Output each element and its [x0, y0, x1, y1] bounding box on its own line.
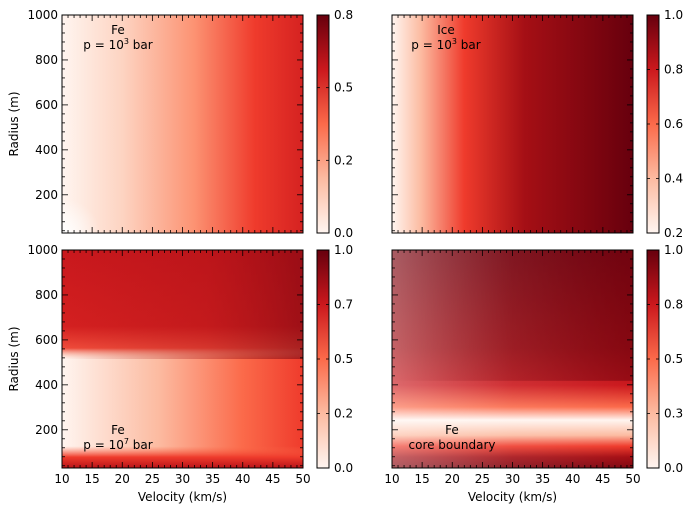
colorbar-tick-label: 0.4	[664, 172, 683, 186]
heatmap-field	[392, 15, 633, 233]
x-tick-label: 50	[625, 472, 640, 486]
annotation-condition: p = 103 bar	[411, 37, 480, 52]
x-tick-label: 25	[145, 472, 160, 486]
colorbar-tick-label: 1.0	[664, 243, 683, 257]
x-tick-label: 35	[535, 472, 550, 486]
colorbar-tick-label: 0.0	[334, 226, 353, 240]
x-tick-label: 35	[205, 472, 220, 486]
annotation-unit: bar	[457, 38, 481, 52]
colorbar-tick-label: 0.5	[334, 352, 353, 366]
x-tick-label: 50	[295, 472, 310, 486]
x-tick-label: 40	[565, 472, 580, 486]
annotation-pressure-text: p = 10	[83, 438, 124, 452]
colorbar	[316, 14, 330, 234]
colorbar-tick-label: 0.0	[664, 461, 683, 475]
heatmap-dark-shade	[392, 250, 633, 381]
x-tick-label: 20	[115, 472, 130, 486]
y-tick-label: 800	[35, 288, 58, 302]
annotation-pressure-text: p = 10	[83, 38, 124, 52]
y-tick-label: 400	[35, 378, 58, 392]
annotation-exponent: 3	[124, 37, 129, 46]
panel-1: 200 400 600 800 1000 Radius (m) Fep = 103 bar 0…	[7, 8, 353, 240]
annotation-condition: p = 103 bar	[83, 37, 152, 52]
annotation-material: Fe	[445, 423, 459, 437]
colorbar-tick-label: 1.0	[664, 8, 683, 22]
annotation-condition: core boundary	[409, 438, 496, 452]
annotation-material: Fe	[111, 423, 125, 437]
x-tick-label: 15	[414, 472, 429, 486]
y-axis-label: Radius (m)	[7, 91, 21, 156]
colorbar-tick-label: 0.2	[664, 226, 683, 240]
panel-4: 10 15 20 25 30 35 40 45 50 Velocity (km/s) Fecore …	[384, 243, 683, 504]
x-tick-label: 15	[84, 472, 99, 486]
x-tick-label: 30	[505, 472, 520, 486]
y-tick-label: 200	[35, 423, 58, 437]
annotation-material: Fe	[111, 23, 125, 37]
colorbar-tick-label: 0.8	[334, 8, 353, 22]
x-tick-label: 10	[384, 472, 399, 486]
x-axis-label: Velocity (km/s)	[138, 490, 227, 504]
x-tick-label: 25	[475, 472, 490, 486]
x-tick-label: 40	[235, 472, 250, 486]
colorbar-tick-label: 0.6	[664, 117, 683, 131]
annotation-exponent: 7	[124, 437, 129, 446]
x-tick-label: 45	[265, 472, 280, 486]
annotation-condition: p = 107 bar	[83, 437, 152, 452]
colorbar-tick-label: 0.0	[334, 461, 353, 475]
heatmap-corner-shade	[62, 134, 171, 233]
x-tick-label: 20	[445, 472, 460, 486]
x-tick-label: 10	[54, 472, 69, 486]
colorbar-tick-label: 1.0	[334, 243, 353, 257]
colorbar-tick-label: 0.8	[664, 63, 683, 77]
y-tick-label: 1000	[27, 243, 58, 257]
colorbar-tick-label: 0.2	[334, 153, 353, 167]
y-tick-label: 1000	[27, 8, 58, 22]
annotation-unit: bar	[129, 38, 153, 52]
panel-3: 200 400 600 800 1000 10 15 20 25 30 35 40 45 50 Radius…	[7, 243, 353, 504]
x-tick-label: 45	[595, 472, 610, 486]
colorbar-tick-label: 0.8	[664, 298, 683, 312]
heatmap-upper-shade	[62, 250, 303, 359]
colorbar-tick-label: 0.2	[334, 407, 353, 421]
colorbar-tick-label: 0.5	[334, 81, 353, 95]
colorbar-tick-label: 0.7	[334, 298, 353, 312]
annotation-exponent: 3	[452, 37, 457, 46]
y-tick-label: 800	[35, 53, 58, 67]
y-tick-label: 600	[35, 98, 58, 112]
x-tick-label: 30	[175, 472, 190, 486]
annotation-unit: bar	[129, 438, 153, 452]
y-axis-label: Radius (m)	[7, 326, 21, 391]
annotation-pressure-text: p = 10	[411, 38, 452, 52]
annotation-material: Ice	[437, 23, 455, 37]
y-tick-label: 200	[35, 188, 58, 202]
y-tick-label: 400	[35, 143, 58, 157]
colorbar-tick-label: 0.5	[664, 352, 683, 366]
y-tick-label: 600	[35, 333, 58, 347]
colorbar-tick-label: 0.3	[664, 407, 683, 421]
x-axis-label: Velocity (km/s)	[468, 490, 557, 504]
